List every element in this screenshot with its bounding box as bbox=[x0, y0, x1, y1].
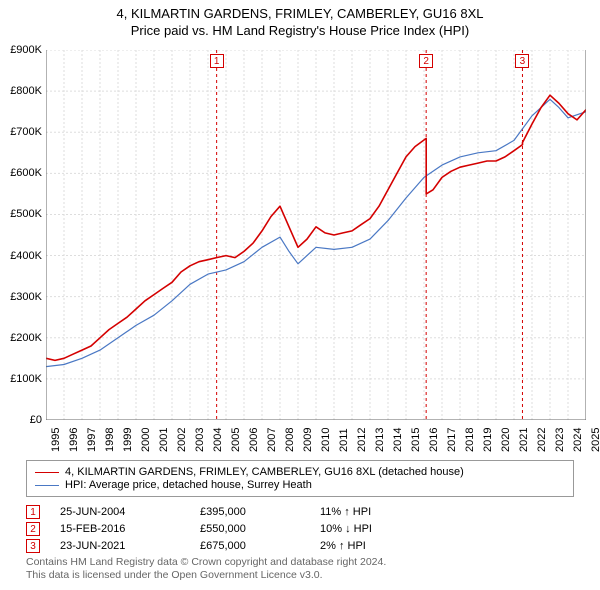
marker-badge: 3 bbox=[515, 54, 529, 68]
chart-title: 4, KILMARTIN GARDENS, FRIMLEY, CAMBERLEY… bbox=[0, 0, 600, 40]
x-tick-label: 2001 bbox=[158, 428, 170, 452]
event-delta: 11% ↑ HPI bbox=[320, 506, 430, 518]
event-date: 25-JUN-2004 bbox=[60, 506, 180, 518]
x-tick-label: 2022 bbox=[536, 428, 548, 452]
x-tick-label: 2006 bbox=[248, 428, 260, 452]
event-row: 2 15-FEB-2016 £550,000 10% ↓ HPI bbox=[26, 522, 574, 536]
y-axis-labels: £0£100K£200K£300K£400K£500K£600K£700K£80… bbox=[0, 50, 44, 420]
x-tick-label: 2002 bbox=[176, 428, 188, 452]
x-tick-label: 2010 bbox=[320, 428, 332, 452]
y-tick-label: £100K bbox=[10, 373, 42, 385]
x-tick-label: 2016 bbox=[428, 428, 440, 452]
y-tick-label: £0 bbox=[30, 414, 42, 426]
marker-badge: 1 bbox=[210, 54, 224, 68]
y-tick-label: £800K bbox=[10, 85, 42, 97]
x-tick-label: 1998 bbox=[104, 428, 116, 452]
x-tick-label: 2013 bbox=[374, 428, 386, 452]
chart-svg bbox=[46, 50, 586, 420]
event-price: £395,000 bbox=[200, 506, 300, 518]
legend-label: 4, KILMARTIN GARDENS, FRIMLEY, CAMBERLEY… bbox=[65, 466, 464, 478]
event-row: 3 23-JUN-2021 £675,000 2% ↑ HPI bbox=[26, 539, 574, 553]
legend-row: HPI: Average price, detached house, Surr… bbox=[35, 479, 565, 491]
x-tick-label: 2025 bbox=[590, 428, 600, 452]
x-axis-labels: 1995 1996 1997 1998 1999 2000 2001 2002 2003 2004… bbox=[46, 422, 586, 462]
x-tick-label: 2003 bbox=[194, 428, 206, 452]
event-badge: 2 bbox=[26, 522, 40, 536]
y-tick-label: £300K bbox=[10, 291, 42, 303]
x-tick-label: 2020 bbox=[500, 428, 512, 452]
y-tick-label: £700K bbox=[10, 126, 42, 138]
x-tick-label: 2007 bbox=[266, 428, 278, 452]
legend-label: HPI: Average price, detached house, Surr… bbox=[65, 479, 312, 491]
events-table: 1 25-JUN-2004 £395,000 11% ↑ HPI 2 15-FEB-201… bbox=[26, 502, 574, 556]
y-tick-label: £400K bbox=[10, 250, 42, 262]
x-tick-label: 2000 bbox=[140, 428, 152, 452]
legend-row: 4, KILMARTIN GARDENS, FRIMLEY, CAMBERLEY… bbox=[35, 466, 565, 478]
x-tick-label: 2017 bbox=[446, 428, 458, 452]
x-tick-label: 2009 bbox=[302, 428, 314, 452]
footer-line-1: Contains HM Land Registry data © Crown c… bbox=[26, 556, 574, 569]
legend-swatch bbox=[35, 472, 59, 473]
x-tick-label: 2004 bbox=[212, 428, 224, 452]
x-tick-label: 2008 bbox=[284, 428, 296, 452]
x-tick-label: 2005 bbox=[230, 428, 242, 452]
footer-line-2: This data is licensed under the Open Gov… bbox=[26, 569, 574, 582]
event-price: £550,000 bbox=[200, 523, 300, 535]
y-tick-label: £200K bbox=[10, 332, 42, 344]
event-price: £675,000 bbox=[200, 540, 300, 552]
chart-plot-area: 1 2 3 bbox=[46, 50, 586, 420]
y-tick-label: £900K bbox=[10, 44, 42, 56]
event-delta: 2% ↑ HPI bbox=[320, 540, 430, 552]
x-tick-label: 2021 bbox=[518, 428, 530, 452]
x-tick-label: 2011 bbox=[338, 428, 350, 452]
event-badge: 1 bbox=[26, 505, 40, 519]
x-tick-label: 1995 bbox=[50, 428, 62, 452]
event-delta: 10% ↓ HPI bbox=[320, 523, 430, 535]
event-row: 1 25-JUN-2004 £395,000 11% ↑ HPI bbox=[26, 505, 574, 519]
event-badge: 3 bbox=[26, 539, 40, 553]
chart-page: { "title_line1": "4, KILMARTIN GARDENS, … bbox=[0, 0, 600, 590]
x-tick-label: 1999 bbox=[122, 428, 134, 452]
x-tick-label: 2024 bbox=[572, 428, 584, 452]
legend-swatch bbox=[35, 485, 59, 486]
legend: 4, KILMARTIN GARDENS, FRIMLEY, CAMBERLEY… bbox=[26, 460, 574, 497]
y-tick-label: £500K bbox=[10, 208, 42, 220]
y-tick-label: £600K bbox=[10, 167, 42, 179]
x-tick-label: 1996 bbox=[68, 428, 80, 452]
footer-attribution: Contains HM Land Registry data © Crown c… bbox=[26, 556, 574, 582]
marker-badge: 2 bbox=[419, 54, 433, 68]
x-tick-label: 2018 bbox=[464, 428, 476, 452]
title-line-2: Price paid vs. HM Land Registry's House … bbox=[0, 23, 600, 40]
x-tick-label: 2014 bbox=[392, 428, 404, 452]
x-tick-label: 1997 bbox=[86, 428, 98, 452]
x-tick-label: 2019 bbox=[482, 428, 494, 452]
x-tick-label: 2015 bbox=[410, 428, 422, 452]
title-line-1: 4, KILMARTIN GARDENS, FRIMLEY, CAMBERLEY… bbox=[0, 6, 600, 23]
x-tick-label: 2012 bbox=[356, 428, 368, 452]
event-date: 23-JUN-2021 bbox=[60, 540, 180, 552]
event-date: 15-FEB-2016 bbox=[60, 523, 180, 535]
x-tick-label: 2023 bbox=[554, 428, 566, 452]
